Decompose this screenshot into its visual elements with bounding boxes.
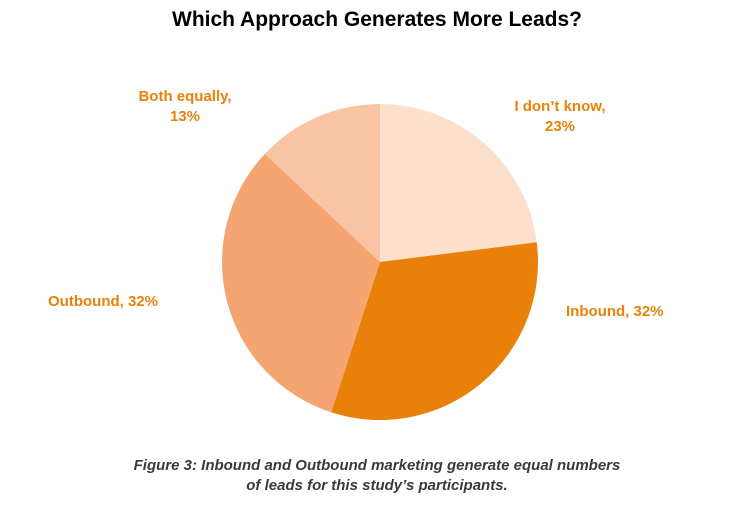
slice-label-i-dont-know: I don’t know, 23% [500,97,620,137]
figure-caption: Figure 3: Inbound and Outbound marketing… [0,456,754,496]
slice-label-outbound-text: Outbound, 32% [48,293,158,310]
figure-caption-line-1: Figure 3: Inbound and Outbound marketing… [133,457,621,474]
pie-chart [222,104,539,420]
pie-slice-both-equally [264,104,380,262]
slice-label-inbound: Inbound, 32% [566,302,664,322]
slice-label-outbound: Outbound, 32% [48,292,158,312]
slice-label-both-equally: Both equally, 13% [125,87,245,127]
figure-caption-line-2: of leads for this study’s participants. [246,477,508,494]
slice-label-i-dont-know-name: I don’t know, [514,98,606,115]
pie-slice-i-don-t-know [380,104,537,262]
slice-label-both-equally-value: 13% [169,108,201,125]
slice-label-inbound-text: Inbound, 32% [566,303,664,320]
pie-slice-outbound [222,153,380,413]
chart-title: Which Approach Generates More Leads? [172,8,582,31]
slice-label-both-equally-name: Both equally, [138,88,232,105]
pie-slice-inbound [331,242,539,420]
slice-label-i-dont-know-value: 23% [544,118,576,135]
pie-slices [222,104,539,420]
